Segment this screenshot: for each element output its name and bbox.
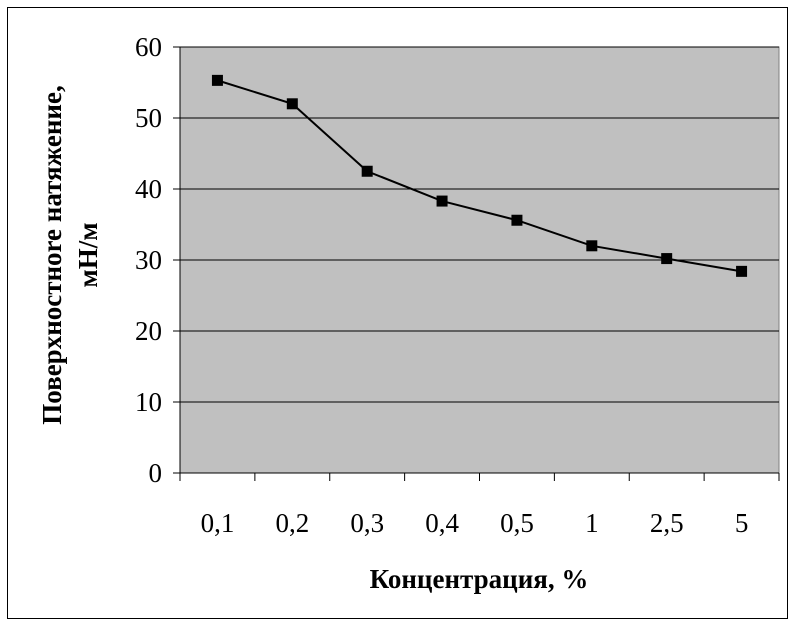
grid-lines [180, 46, 779, 403]
y-tick-label: 60 [135, 32, 162, 62]
data-point-marker [736, 265, 748, 277]
y-tick-label: 50 [135, 103, 162, 133]
data-point-marker [661, 253, 673, 265]
y-tick-label: 30 [135, 245, 162, 275]
y-tick-label: 20 [135, 316, 162, 346]
axes [173, 46, 780, 481]
y-tick-label: 0 [149, 458, 163, 488]
y-tick-label: 40 [135, 174, 162, 204]
x-tick-label: 0,3 [350, 508, 384, 538]
series-group [211, 74, 748, 277]
x-tick-label: 0,1 [201, 508, 235, 538]
y-axis-label-group: Поверхностнore натяжение, мН/м [37, 85, 103, 424]
data-point-marker [211, 74, 223, 86]
data-point-marker [586, 240, 598, 252]
x-tick-label: 2,5 [650, 508, 684, 538]
y-tick-labels: 0 10 20 30 40 50 60 [135, 32, 162, 488]
x-tick-label: 0,2 [275, 508, 309, 538]
x-tick-label: 0,4 [425, 508, 459, 538]
x-axis-label: Концентрация, % [370, 564, 589, 594]
x-tick-label: 0,5 [500, 508, 534, 538]
y-axis-label-line1: Поверхностнore натяжение, [37, 85, 67, 424]
y-axis-label-line2: мН/м [73, 222, 103, 287]
data-point-marker [361, 165, 373, 177]
x-tick-label: 1 [585, 508, 599, 538]
x-tick-labels: 0,1 0,2 0,3 0,4 0,5 1 2,5 5 [201, 508, 749, 538]
y-tick-label: 10 [135, 387, 162, 417]
series-line [217, 79, 742, 273]
data-point-marker [511, 214, 523, 226]
data-point-marker [436, 195, 448, 207]
data-point-marker [286, 98, 298, 110]
x-tick-label: 5 [735, 508, 749, 538]
